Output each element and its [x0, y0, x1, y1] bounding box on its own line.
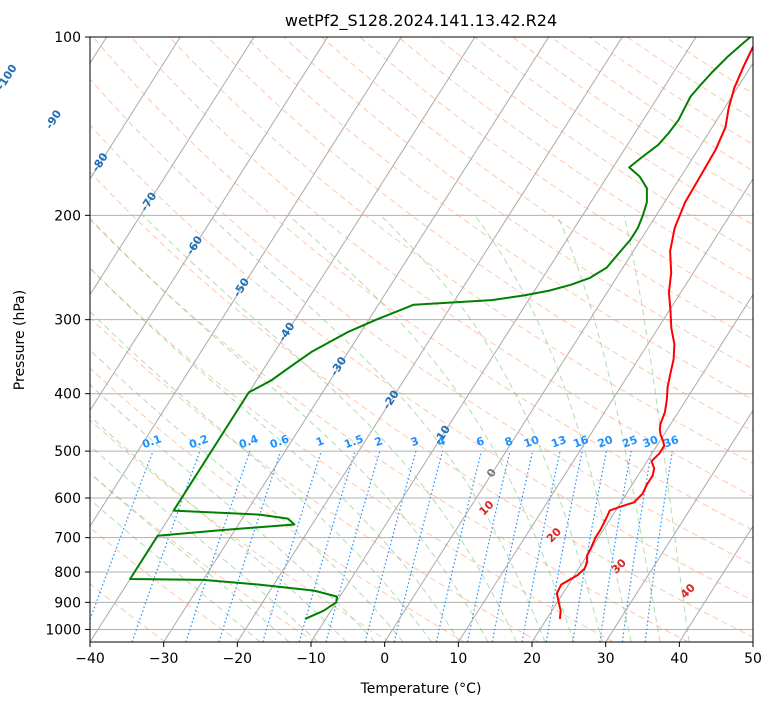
x-tick-label: 30: [597, 651, 615, 667]
mixing-ratio-label: 13: [549, 433, 568, 450]
moist-adiabat-line: [474, 215, 632, 642]
isotherm-line: [531, 293, 753, 642]
isotherm-line: [90, 37, 255, 296]
mixing-ratio-label: 36: [662, 433, 681, 451]
moist-adiabat-line: [556, 215, 661, 642]
isotherm-line: [310, 37, 697, 642]
dry-adiabat-line: [90, 78, 753, 566]
moist-adiabat-line: [380, 214, 603, 642]
y-tick-label: 600: [54, 491, 81, 507]
y-tick-label: 100: [54, 30, 81, 46]
moist-adiabat-line: [208, 214, 546, 642]
y-axis-label: Pressure (hPa): [12, 290, 28, 390]
moist-adiabat-line: [90, 267, 461, 642]
mixing-ratio-label: 0.1: [140, 432, 163, 451]
x-tick-label: −20: [223, 651, 253, 667]
y-tick-label: 300: [54, 313, 81, 329]
mixing-ratio-label: 4: [436, 434, 448, 449]
isotherm-line: [163, 37, 550, 642]
dry-adiabat-line: [130, 37, 753, 498]
mixing-ratio-label: 1: [314, 434, 326, 449]
isotherm-line: [605, 409, 753, 642]
dry-adiabat-line: [90, 171, 753, 638]
y-tick-label: 800: [54, 565, 81, 581]
mixing-ratio-labels: 0.1 0.2 0.4 0.6 1 1.5 2 3 4 6 8 10 13 16 20 25 30 36: [140, 432, 680, 451]
y-tick-label: 900: [54, 595, 81, 611]
mixing-ratio-label: 8: [503, 434, 515, 449]
x-tick-label: −30: [149, 651, 179, 667]
dry-adiabat-line: [92, 37, 753, 531]
dry-adiabat-line: [359, 37, 753, 311]
mixing-ratio-label: 30: [641, 433, 660, 451]
mixing-ratio-label: 0.4: [237, 432, 260, 451]
x-tick-label: 20: [523, 651, 541, 667]
mixing-ratio-line: [325, 450, 381, 642]
x-tick-label: −10: [296, 651, 326, 667]
dewpoint-profile-line: [129, 37, 752, 620]
chart-title: wetPf2_S128.2024.141.13.42.R24: [285, 11, 557, 31]
moist-adiabat-line: [142, 214, 517, 642]
mixing-ratio-label: 25: [621, 433, 640, 450]
mixing-ratio-label: 20: [596, 433, 615, 451]
mixing-ratio-label: 1.5: [342, 432, 365, 451]
mixing-ratio-label: 3: [409, 434, 421, 449]
x-tick-label: 0: [380, 651, 389, 667]
dry-adiabat-line: [90, 472, 315, 642]
moist-adiabat-line: [90, 349, 404, 642]
y-tick-label: 700: [54, 531, 81, 547]
plot-frame: [89, 36, 754, 643]
mixing-ratio-line: [435, 450, 483, 642]
dry-adiabat-line: [90, 316, 540, 642]
mixing-ratio-line: [466, 450, 511, 642]
isotherm-line: [457, 178, 753, 642]
y-tick-label: 400: [54, 387, 81, 403]
mixing-ratio-label: 10: [522, 433, 541, 451]
mixing-ratio-line: [644, 450, 673, 642]
profile-lines: [129, 37, 753, 620]
x-tick-label: 10: [449, 651, 467, 667]
isotherm-line: [678, 525, 753, 642]
isotherm-line: [236, 37, 623, 642]
x-axis: −40 −30 −20 −10 0 10 20 30 40 50: [75, 642, 762, 667]
moist-adiabat-line: [90, 444, 319, 642]
dry-adiabat-line: [90, 367, 465, 642]
dry-adiabat-line: [90, 124, 753, 602]
mixing-ratio-label: 0.6: [268, 432, 291, 451]
y-tick-label: 500: [54, 444, 81, 460]
dry-adiabat-line: [168, 37, 753, 465]
y-tick-label: 200: [54, 208, 81, 224]
isotherm-line: [90, 37, 402, 528]
y-tick-label: 1000: [45, 622, 81, 638]
mixing-ratio-line: [218, 450, 282, 642]
isotherm-line: [384, 62, 753, 642]
dry-adiabat-line: [90, 526, 241, 642]
x-tick-label: −40: [75, 651, 105, 667]
moist-adiabat-line: [90, 384, 376, 642]
dry-adiabat-line: [321, 37, 753, 340]
mixing-ratio-label: 0.2: [187, 432, 210, 451]
moist-adiabat-line: [90, 415, 347, 642]
dry-adiabat-line: [207, 37, 753, 432]
moist-adiabat-line: [623, 215, 690, 642]
temperature-profile-line: [555, 45, 753, 619]
mixing-ratio-line: [364, 450, 417, 642]
y-axis: 100 200 300 400 500 600 700 800 900 1000: [45, 30, 90, 638]
x-axis-label: Temperature (°C): [360, 681, 482, 697]
mixing-ratio-label: 16: [572, 433, 591, 451]
mixing-ratio-line: [185, 450, 251, 642]
mixing-ratio-label: 6: [474, 434, 486, 449]
mixing-ratio-line: [621, 450, 653, 642]
x-tick-label: 40: [670, 651, 688, 667]
mixing-ratio-line: [599, 450, 632, 642]
moist-adiabat-line: [288, 214, 575, 642]
x-tick-label: 50: [744, 651, 762, 667]
moist-adiabat-line: [90, 310, 432, 642]
isotherm-line: [90, 37, 181, 180]
mixing-ratio-line: [262, 450, 322, 642]
background-lines: [90, 37, 753, 642]
mixing-ratio-label: 2: [373, 434, 385, 449]
isotherm-line: [90, 37, 329, 412]
